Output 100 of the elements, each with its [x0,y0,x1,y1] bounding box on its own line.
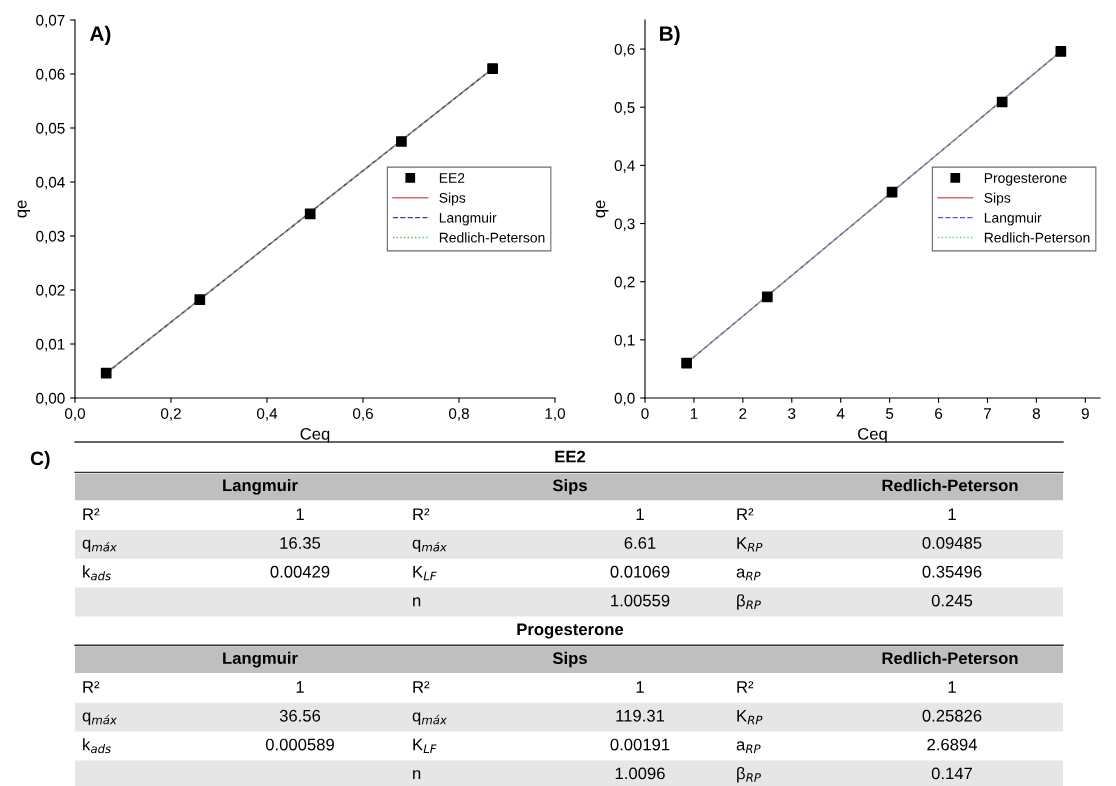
text: 0.25826 [922,709,982,722]
text: 0.35496 [922,565,982,578]
text: q$_{máx}$ [412,539,447,553]
x-tick-label: 0,8 [448,408,469,421]
text: R² [83,508,100,520]
x-tick-label: 0,2 [160,408,181,421]
text: K$_{RP}$ [737,710,763,725]
text: a$_{RP}$ [736,741,761,754]
point [194,294,206,306]
chart-title: B) [660,25,680,46]
x-tick-label: 6 [935,408,943,419]
text: R² [413,508,430,520]
text: 2.6894 [927,738,977,751]
y-tick-label: 0,6 [614,43,635,57]
text: R² [413,681,430,693]
point [996,96,1008,108]
y-tick-label: 0,07 [36,14,65,28]
text: q$_{máx}$ [82,539,117,553]
text: K$_{RP}$ [737,537,763,552]
x-tick-label: 9 [1081,408,1089,419]
y-tick-label: 0,5 [614,102,635,115]
x-tick-label: 0,0 [64,408,86,421]
y-tick-label: 0,00 [36,392,65,406]
text: 36.56 [279,709,321,722]
x-tick-label: 0,4 [256,408,278,421]
text: 0.00191 [610,738,670,751]
text: Redlich-Peterson [882,651,1018,665]
text: β$_{RP}$ [737,766,761,783]
text: 1 [636,508,644,520]
text: R² [737,681,754,693]
text: 0.00429 [270,565,330,578]
x-tick-label: 7 [984,408,991,419]
y-axis-title: qe [17,200,30,218]
text: Redlich-Peterson [882,479,1018,492]
text: 1 [296,681,304,693]
text: Langmuir [223,651,298,668]
legend-label: Redlich-Peterson [439,232,545,243]
text: a$_{RP}$ [736,568,761,581]
text: K$_{LF}$ [413,738,437,754]
text: C) [30,450,50,470]
point [761,291,773,303]
text: 1 [296,508,304,520]
x-tick-label: 2 [739,408,747,419]
x-tick-label: 1 [690,408,698,419]
x-tick-label: 4 [836,408,845,419]
text: 1.00559 [611,594,670,607]
text: 119.31 [616,709,665,722]
x-axis-title: Ceq [858,427,887,444]
text: 0.09485 [922,537,982,549]
text: q$_{máx}$ [82,712,117,725]
y-tick-label: 0,2 [614,276,635,290]
x-axis-title: Ceq [300,427,330,444]
legend-label: Redlich-Peterson [984,232,1090,243]
y-tick-label: 0,3 [614,218,635,232]
text: 0.01069 [610,565,670,578]
point [304,208,316,220]
text: k$_{ads}$ [83,738,111,754]
text: 6.61 [624,537,656,549]
legend-label: Langmuir [439,212,497,226]
text: n [413,770,421,780]
text: 1 [948,508,956,520]
y-tick-label: 0,02 [36,284,65,298]
point [1055,46,1067,57]
chart-title: A) [89,25,111,46]
point [487,63,498,74]
text: Progesterone [517,623,624,639]
text: Langmuir [223,479,298,495]
y-tick-label: 0,01 [36,338,65,352]
point [681,357,692,369]
text: 0.147 [931,767,973,780]
text: β$_{RP}$ [737,594,761,610]
text: K$_{LF}$ [413,566,437,581]
y-tick-label: 0,0 [614,392,635,406]
x-tick-label: 5 [885,408,894,419]
text: 1.0096 [615,767,665,780]
text: 0.245 [931,594,973,607]
text: 16.35 [280,537,321,549]
legend-label: EE2 [439,173,465,183]
legend-label: Sips [439,192,466,206]
text: 1 [948,681,956,693]
x-tick-label: 3 [788,408,796,419]
text: EE2 [555,450,586,463]
y-tick-label: 0,03 [36,230,65,244]
x-tick-label: 8 [1032,408,1040,419]
legend-label: Sips [984,192,1011,206]
x-tick-label: 0 [641,408,649,419]
x-tick-label: 0,6 [352,408,373,421]
text: Sips [552,479,587,495]
y-tick-label: 0,4 [614,160,635,173]
legend-label: Langmuir [984,212,1042,226]
text: 0.000589 [265,738,334,751]
text: q$_{máx}$ [412,712,447,725]
text: R² [737,508,754,520]
y-tick-label: 0,1 [614,334,635,348]
text: n [413,597,421,607]
text: k$_{ads}$ [83,565,111,581]
text: R² [83,681,100,693]
text: 1 [636,681,644,693]
y-axis-title: qe [596,200,609,218]
y-tick-label: 0,04 [36,176,65,190]
